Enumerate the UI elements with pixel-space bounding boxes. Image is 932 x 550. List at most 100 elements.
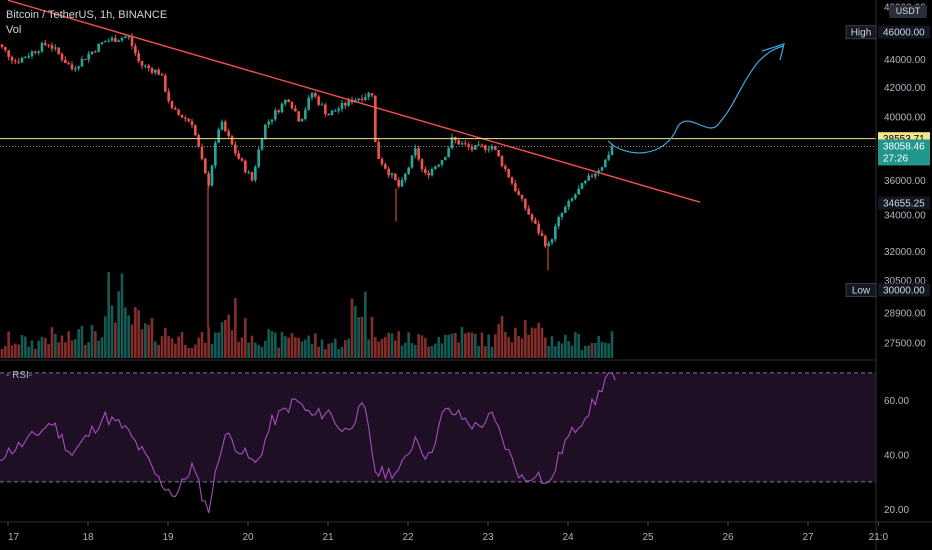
candle-body <box>270 119 274 122</box>
candle-body <box>64 59 67 64</box>
candle-body <box>330 110 334 116</box>
volume-bar <box>277 347 280 358</box>
candle-body <box>464 143 467 145</box>
volume-bar <box>7 331 10 358</box>
time-tick-label: 21:0 <box>869 532 889 543</box>
time-tick-label: 26 <box>722 532 734 543</box>
chart-legend: Bitcoin / TetherUS, 1h, BINANCE Vol <box>6 8 167 38</box>
candle-body <box>420 159 424 170</box>
volume-bar <box>527 334 530 358</box>
rsi-tick-label: 60.00 <box>884 396 909 407</box>
time-tick-label: 20 <box>242 532 254 543</box>
candle-body <box>607 154 610 160</box>
candle-body <box>600 167 604 171</box>
volume-bar <box>94 331 97 358</box>
volume-bar <box>380 338 384 358</box>
candle-body <box>584 180 587 184</box>
volume-bar <box>554 346 557 358</box>
rsi-tick-label: 40.00 <box>884 451 909 462</box>
candle-body <box>184 117 187 119</box>
candle-body <box>134 45 137 54</box>
candle-body <box>407 167 410 174</box>
candle-body <box>77 66 80 69</box>
rsi-label[interactable]: - RSI- <box>6 370 32 381</box>
volume-bar <box>400 345 404 358</box>
price-badge-tag-text: High <box>851 28 872 39</box>
price-tick-label: 34000.00 <box>884 210 926 221</box>
volume-bar <box>467 332 470 358</box>
volume-bar <box>574 332 577 358</box>
candle-body <box>187 118 190 122</box>
volume-bar <box>420 335 424 358</box>
price-badge-tag <box>845 282 877 297</box>
volume-bar <box>90 324 94 358</box>
candle-body <box>110 38 114 41</box>
candle-body <box>310 93 314 98</box>
volume-bar <box>474 333 477 358</box>
volume-bar <box>544 337 547 358</box>
volume-bar <box>534 328 537 358</box>
candle-body <box>147 65 150 69</box>
volume-bar <box>117 291 120 358</box>
volume-bar <box>177 336 180 358</box>
volume-bar <box>237 341 240 358</box>
candle-body <box>37 51 40 53</box>
volume-bar <box>257 345 260 358</box>
volume-bar <box>427 346 430 358</box>
volume-bar <box>147 324 150 358</box>
candle-body <box>284 99 287 104</box>
volume-bar <box>430 345 434 358</box>
volume-bar <box>54 333 57 358</box>
candle-body <box>300 119 304 122</box>
volume-bar <box>334 338 337 358</box>
candle-body <box>240 158 244 161</box>
candle-body <box>317 96 320 105</box>
volume-bar <box>590 342 594 358</box>
rsi-label-text: RSI <box>12 370 29 381</box>
rsi-pane <box>0 372 876 514</box>
drawings <box>0 0 876 203</box>
candle-body <box>117 40 120 42</box>
volume-bar <box>324 349 327 358</box>
currency-unit[interactable]: USDT <box>889 5 927 18</box>
volume-bar <box>77 329 80 358</box>
candle-body <box>610 145 614 155</box>
volume-bar <box>184 344 187 358</box>
candle-body <box>380 159 384 165</box>
volume-bar <box>157 344 160 358</box>
candle-body <box>164 75 167 92</box>
candle-body <box>257 149 260 167</box>
rsi-tick-label: 20.00 <box>884 505 909 516</box>
volume-bar <box>70 340 74 358</box>
candle-body <box>587 175 590 181</box>
price-tick-label: 42000.00 <box>884 83 926 94</box>
candle-body <box>14 60 17 62</box>
volume-bar <box>190 348 194 358</box>
volume-label[interactable]: Vol <box>6 24 22 36</box>
candle-body <box>374 95 377 143</box>
volume-bar <box>577 333 580 358</box>
candle-body <box>390 173 394 176</box>
volume-bar <box>304 339 307 358</box>
price-tick-label: 44000.00 <box>884 55 926 66</box>
candle-body <box>337 108 340 111</box>
candle-body <box>24 57 27 59</box>
candle-body <box>437 164 440 167</box>
candle-body <box>394 173 397 181</box>
candle-body <box>604 159 607 168</box>
candle-body <box>347 99 350 106</box>
volume-bar <box>120 273 124 358</box>
volume-bar <box>17 344 20 358</box>
candle-body <box>360 98 364 101</box>
candle-body <box>264 124 267 140</box>
price-badge-text: 34655.25 <box>883 198 925 209</box>
volume-bar <box>217 332 220 358</box>
volume-bar <box>550 336 554 358</box>
symbol-title[interactable]: Bitcoin / TetherUS, 1h, BINANCE <box>6 9 168 21</box>
volume-bar <box>344 340 347 358</box>
volume-bar <box>414 344 417 358</box>
volume-bar <box>487 334 490 358</box>
volume-bar <box>27 346 30 358</box>
volume-bar <box>470 332 474 358</box>
